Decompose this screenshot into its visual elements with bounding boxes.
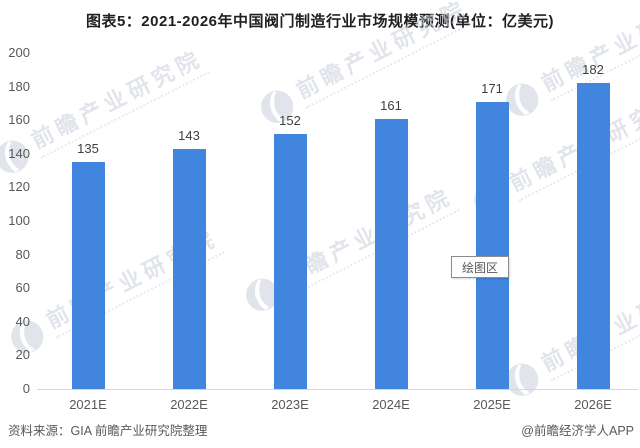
bar-value-label: 182 bbox=[582, 62, 604, 78]
y-axis-tick-label: 20 bbox=[15, 347, 30, 363]
bar-value-label: 171 bbox=[481, 80, 503, 96]
x-axis-label-2022E: 2022E bbox=[170, 397, 208, 412]
bar-value-label: 143 bbox=[178, 127, 200, 143]
x-axis-label-2023E: 2023E bbox=[271, 397, 309, 412]
y-axis-tick-label: 40 bbox=[15, 313, 30, 329]
y-axis-tick-label: 0 bbox=[22, 381, 30, 396]
y-axis-tick-label: 100 bbox=[8, 213, 30, 228]
tooltip-label: 绘图区 bbox=[461, 260, 498, 275]
y-axis-tick-label: 80 bbox=[15, 246, 30, 262]
x-axis-label-2025E: 2025E bbox=[473, 397, 511, 412]
x-axis-label-2021E: 2021E bbox=[69, 397, 107, 412]
bar-2025E[interactable] bbox=[475, 101, 509, 389]
bar-value-label: 152 bbox=[279, 112, 301, 128]
bar-2021E[interactable] bbox=[71, 162, 105, 389]
x-axis-label-2026E: 2026E bbox=[574, 397, 612, 412]
x-axis-label-2024E: 2024E bbox=[372, 397, 410, 412]
source-note: 资料来源：GIA 前瞻产业研究院整理 bbox=[8, 424, 208, 438]
y-axis-tick-label: 60 bbox=[15, 280, 30, 296]
credit-note: @前瞻经济学人APP bbox=[521, 424, 634, 438]
watermark-text: 前瞻产业研究院 bbox=[505, 87, 640, 196]
y-axis-tick-label: 200 bbox=[8, 45, 30, 60]
chart-title: 图表5：2021-2026年中国阀门制造行业市场规模预测(单位：亿美元) bbox=[85, 13, 555, 30]
plot-area-tooltip: 绘图区 bbox=[451, 256, 509, 278]
y-axis-tick-label: 160 bbox=[8, 112, 30, 128]
y-axis-tick-label: 120 bbox=[8, 179, 30, 195]
bar-2026E[interactable] bbox=[576, 83, 610, 389]
bar-2023E[interactable] bbox=[273, 133, 307, 389]
bar-value-label: 161 bbox=[380, 97, 402, 113]
bar-2022E[interactable] bbox=[172, 148, 206, 389]
y-axis-tick-label: 180 bbox=[8, 78, 30, 94]
x-axis-line bbox=[37, 389, 638, 390]
brand-watermark: 前瞻产业研究院 bbox=[499, 267, 640, 402]
bar-2024E[interactable] bbox=[374, 118, 408, 389]
y-axis-tick-label: 140 bbox=[8, 145, 30, 161]
bar-value-label: 135 bbox=[77, 141, 99, 157]
